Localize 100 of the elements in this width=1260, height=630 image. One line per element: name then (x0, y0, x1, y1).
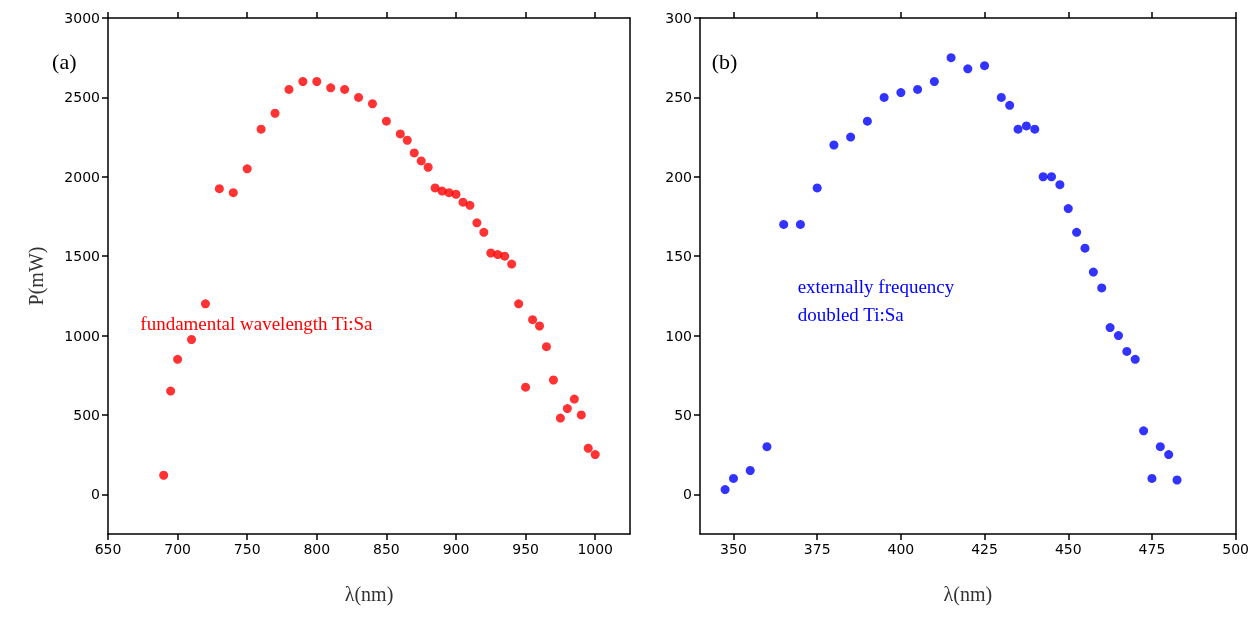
point (1005, 100, 1015, 110)
y-tick-label: 1000 (64, 327, 100, 344)
point (812, 183, 822, 193)
point (576, 410, 586, 420)
x-tick-label: 800 (303, 541, 331, 557)
x-tick-label: 900 (442, 541, 470, 557)
point (562, 404, 572, 414)
point (493, 250, 503, 260)
y-tick-label: 100 (665, 327, 692, 344)
y-tick-label: 200 (665, 168, 692, 185)
point (402, 135, 412, 145)
point (996, 92, 1006, 102)
point (521, 382, 531, 392)
point (200, 299, 210, 309)
point (762, 442, 772, 452)
point (326, 83, 336, 93)
x-tick-label: 375 (803, 541, 831, 557)
point (779, 219, 789, 229)
x-tick-label: 1000 (577, 541, 614, 557)
point (1013, 124, 1023, 134)
annotation: fundamental wavelength Ti:Sa (140, 312, 374, 334)
text: (a) (52, 48, 77, 74)
point (514, 299, 524, 309)
y-tick-label: 50 (674, 406, 692, 423)
point (720, 485, 730, 495)
point (745, 465, 755, 475)
point (458, 197, 468, 207)
point (214, 184, 224, 194)
x-tick-label: 650 (94, 541, 122, 557)
point (528, 315, 538, 325)
point (541, 342, 551, 352)
y-tick-label: 0 (683, 486, 692, 503)
point (298, 77, 308, 87)
point (340, 84, 350, 94)
y-tick-label: 300 (665, 10, 692, 26)
point (270, 108, 280, 118)
x-tick-label: 850 (373, 541, 400, 557)
point (728, 473, 738, 483)
point (929, 77, 939, 87)
point (472, 218, 482, 228)
point (423, 162, 433, 172)
point (535, 321, 545, 331)
x-tick-label: 750 (233, 541, 261, 557)
point (284, 84, 294, 94)
x-axis-title: λ(nm) (943, 583, 993, 606)
point (312, 77, 322, 87)
point (846, 132, 856, 142)
x-axis-title: λ(nm) (344, 583, 394, 606)
point (1021, 121, 1031, 131)
point (228, 188, 238, 198)
point (242, 164, 252, 174)
x-tick-label: 400 (887, 541, 915, 557)
point (465, 200, 475, 210)
x-tick-label: 700 (164, 541, 191, 557)
y-tick-label: 0 (91, 486, 100, 503)
point (896, 88, 906, 98)
y-tick-label: 1500 (64, 248, 100, 265)
y-tick-label: 2500 (64, 89, 100, 106)
point (1047, 172, 1057, 182)
y-tick-label: 500 (73, 406, 100, 423)
point (354, 92, 364, 102)
point (381, 116, 391, 126)
point (1063, 204, 1073, 214)
point (159, 470, 169, 480)
point (583, 443, 593, 453)
point (1139, 426, 1149, 436)
point (430, 183, 440, 193)
x-tick-label: 950 (512, 541, 539, 557)
point (569, 394, 579, 404)
y-tick-label: 3000 (64, 10, 100, 26)
point (500, 251, 510, 261)
point (367, 99, 377, 109)
point (1038, 172, 1048, 182)
y-axis-title: P(mW) (25, 246, 48, 306)
point (795, 219, 805, 229)
point (946, 53, 956, 63)
point (1088, 267, 1098, 277)
annotation: externally frequency doubled Ti:Sa (797, 275, 955, 326)
point (1147, 473, 1157, 483)
point (1113, 331, 1123, 341)
y-tick-label: 250 (665, 89, 692, 106)
point (1172, 475, 1182, 485)
point (1030, 124, 1040, 134)
point (548, 375, 558, 385)
point (451, 189, 461, 199)
point (395, 129, 405, 139)
point (829, 140, 839, 150)
x-tick-label: 500 (1222, 541, 1250, 557)
point (416, 156, 426, 166)
point (507, 259, 517, 269)
point (1122, 346, 1132, 356)
point (479, 227, 489, 237)
point (913, 84, 923, 94)
point (1164, 450, 1174, 460)
point (173, 354, 183, 364)
point (1055, 180, 1065, 190)
y-tick-label: 2000 (64, 168, 100, 185)
y-tick-label: 150 (665, 248, 692, 265)
x-tick-label: 425 (971, 541, 998, 557)
point (590, 450, 600, 460)
